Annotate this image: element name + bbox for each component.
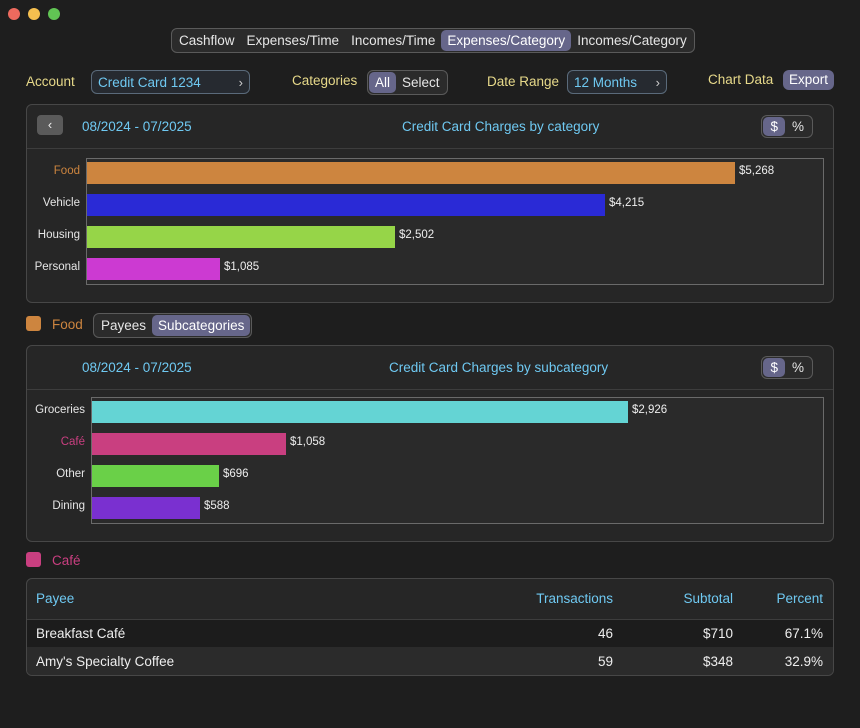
chart-bar[interactable]	[87, 226, 395, 248]
bar-value-label: $588	[204, 500, 230, 512]
category-label[interactable]: Food	[53, 165, 80, 177]
chart-bar[interactable]	[92, 433, 286, 455]
date-range-value: 12 Months	[574, 74, 638, 90]
category-label[interactable]: Other	[56, 468, 85, 480]
subtotal-cell: $710	[623, 619, 743, 647]
category-label[interactable]: Housing	[37, 229, 80, 241]
selected-subcategory-label: Café	[52, 553, 81, 568]
category-label[interactable]: Café	[60, 436, 85, 448]
unit-percent-option[interactable]: %	[791, 360, 804, 375]
bar-value-label: $696	[223, 468, 249, 480]
bar-value-label: $4,215	[609, 197, 645, 209]
category-label[interactable]: Groceries	[35, 404, 85, 416]
bar-value-label: $1,085	[224, 261, 260, 273]
subcategory-unit-toggle: $ %	[761, 356, 813, 379]
unit-dollar-option[interactable]: $	[763, 117, 785, 136]
export-button[interactable]: Export	[783, 70, 835, 90]
unit-dollar-option[interactable]: $	[763, 358, 785, 377]
percent-cell: 32.9%	[743, 647, 833, 675]
chart-bar[interactable]	[87, 194, 605, 216]
chart-bar[interactable]	[92, 465, 219, 487]
window-controls	[8, 8, 60, 20]
category-label[interactable]: Personal	[34, 261, 80, 273]
account-selector[interactable]: Credit Card 1234 ›	[91, 70, 250, 94]
breakdown-toggle: Payees Subcategories	[93, 313, 253, 338]
category-unit-toggle: $ %	[761, 115, 813, 138]
tab-expenses-category[interactable]: Expenses/Category	[441, 30, 572, 51]
subcategory-chart-title: Credit Card Charges by subcategory	[389, 360, 609, 375]
account-label: Account	[26, 74, 75, 89]
transactions-cell: 59	[483, 647, 623, 675]
view-tabs: Cashflow Expenses/Time Incomes/Time Expe…	[171, 28, 695, 53]
bar-value-label: $2,502	[399, 229, 435, 241]
subcategory-chart-panel: 08/2024 - 07/2025 Credit Card Charges by…	[26, 345, 834, 542]
chart-bar[interactable]	[87, 162, 735, 184]
chart-bar[interactable]	[92, 401, 628, 423]
subtotal-column-header[interactable]: Subtotal	[623, 579, 743, 620]
tab-incomes-time[interactable]: Incomes/Time	[351, 33, 436, 48]
category-chart-header: ‹ 08/2024 - 07/2025 Credit Card Charges …	[27, 105, 833, 149]
transactions-column-header[interactable]: Transactions	[483, 579, 623, 620]
transactions-cell: 46	[483, 619, 623, 647]
category-chart-title: Credit Card Charges by category	[402, 119, 600, 134]
unit-percent-option[interactable]: %	[791, 119, 804, 134]
payee-table: Payee Transactions Subtotal Percent Brea…	[26, 578, 834, 676]
minimize-window-button[interactable]	[28, 8, 40, 20]
percent-cell: 67.1%	[743, 619, 833, 647]
tab-expenses-time[interactable]: Expenses/Time	[246, 33, 340, 48]
percent-column-header[interactable]: Percent	[743, 579, 833, 620]
payee-cell: Breakfast Café	[27, 619, 483, 647]
categories-label: Categories	[292, 73, 358, 88]
payee-column-header[interactable]: Payee	[27, 579, 483, 620]
payee-cell: Amy's Specialty Coffee	[27, 647, 483, 675]
bar-value-label: $5,268	[739, 165, 775, 177]
subtotal-cell: $348	[623, 647, 743, 675]
categories-toggle: All Select	[367, 70, 448, 95]
chart-data-label: Chart Data	[708, 72, 774, 87]
categories-select-option[interactable]: Select	[402, 75, 440, 90]
category-label[interactable]: Dining	[52, 500, 85, 512]
chart-bar[interactable]	[92, 497, 200, 519]
date-range-selector[interactable]: 12 Months ›	[567, 70, 667, 94]
close-window-button[interactable]	[8, 8, 20, 20]
categories-all-option[interactable]: All	[369, 72, 397, 93]
payees-option[interactable]: Payees	[101, 318, 147, 333]
bar-value-label: $1,058	[290, 436, 326, 448]
tab-cashflow[interactable]: Cashflow	[179, 33, 235, 48]
subcategory-chart-header: 08/2024 - 07/2025 Credit Card Charges by…	[27, 346, 833, 390]
table-row[interactable]: Breakfast Café 46 $710 67.1%	[27, 619, 833, 647]
zoom-window-button[interactable]	[48, 8, 60, 20]
bar-value-label: $2,926	[632, 404, 668, 416]
account-value: Credit Card 1234	[98, 74, 201, 90]
chart-bar[interactable]	[87, 258, 220, 280]
cafe-color-swatch	[26, 552, 41, 567]
selected-category-label: Food	[52, 317, 83, 332]
chevron-right-icon: ›	[238, 74, 243, 90]
table-row[interactable]: Amy's Specialty Coffee 59 $348 32.9%	[27, 647, 833, 675]
subcategory-date-range: 08/2024 - 07/2025	[82, 360, 192, 375]
table-header-row: Payee Transactions Subtotal Percent	[27, 579, 833, 620]
category-date-range: 08/2024 - 07/2025	[82, 119, 192, 134]
food-color-swatch	[26, 316, 41, 331]
date-range-label: Date Range	[487, 74, 560, 89]
tab-incomes-category[interactable]: Incomes/Category	[577, 33, 687, 48]
chevron-right-icon: ›	[655, 74, 660, 90]
chevron-left-icon[interactable]: ‹	[37, 115, 63, 135]
subcategories-option[interactable]: Subcategories	[152, 315, 251, 336]
category-chart-panel: ‹ 08/2024 - 07/2025 Credit Card Charges …	[26, 104, 834, 303]
category-label[interactable]: Vehicle	[42, 197, 80, 209]
